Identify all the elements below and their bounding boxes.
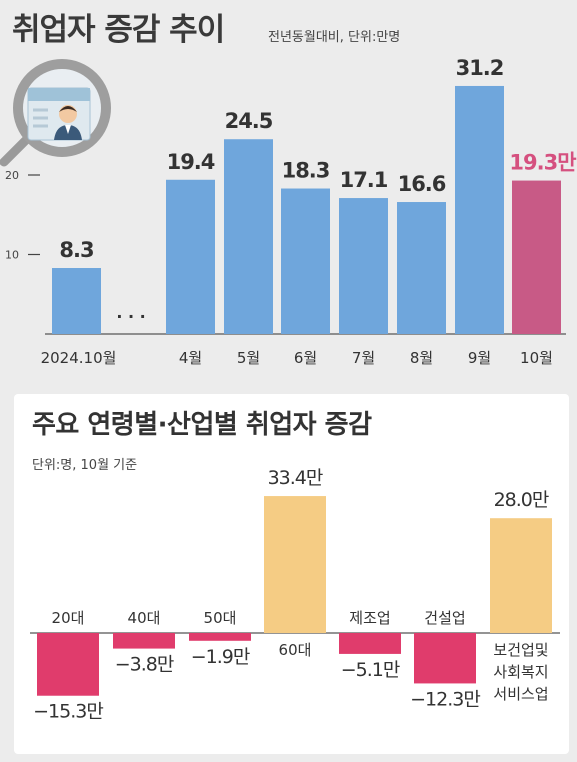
x-tick-label: 8월 [410,349,433,367]
magnifier-icon [0,59,111,167]
value-label: 16.6 [398,172,446,196]
bar [512,180,561,334]
category-label: 건설업 [424,609,465,627]
bar [37,633,99,696]
value-label: 19.3만 [509,151,576,175]
x-tick-label: 9월 [468,349,491,367]
x-tick-label: 10월 [520,349,553,367]
bar [397,202,446,334]
value-label: 33.4만 [268,467,323,489]
bar [339,198,388,334]
category-label: 40대 [128,609,161,627]
chart-title: 취업자 증감 추이 [12,12,225,48]
value-label: 17.1 [340,168,388,192]
value-label: −1.9만 [191,646,250,668]
unit-note: 전년동월대비, 단위:만명 [268,30,401,45]
category-label-line: 서비스업 [493,685,548,703]
y-tick-label: 10 [5,249,19,262]
value-label: 8.3 [59,238,93,262]
y-tick-label: 20 [5,169,19,182]
sub-chart-title: 주요 연령별·산업별 취업자 증감 [32,410,372,440]
category-label-line: 보건업및 [493,641,548,659]
category-label: 제조업 [349,609,390,627]
value-label: 19.4 [167,150,215,174]
value-label: −5.1만 [341,659,400,681]
bar [52,268,101,334]
bar [189,633,251,641]
category-label: 20대 [52,609,85,627]
trend-chart: 10 20 8.3 2024.10월 19.4 4월 24.5 5월 18.3 6월 17.1 7월 1… [5,56,577,367]
sub-unit-note: 단위:명, 10월 기준 [32,458,138,473]
value-label: −12.3만 [410,688,480,710]
bar [166,179,215,334]
value-label: 24.5 [225,109,273,133]
bar [339,633,401,654]
x-tick-label: 6월 [294,349,317,367]
value-label: 31.2 [456,56,504,80]
category-label: 60대 [279,641,312,659]
category-label-line: 사회복지 [493,663,548,681]
value-label: −15.3만 [33,701,103,723]
x-tick-label: 4월 [179,349,202,367]
gap-marker: · · · [116,307,145,326]
value-label: 28.0만 [494,489,549,511]
bar [455,85,504,335]
x-tick-label: 5월 [237,349,260,367]
x-tick-label: 2024.10월 [41,349,117,367]
bar [490,518,552,633]
bar [264,496,326,633]
bar [281,188,330,334]
value-label: −3.8만 [115,654,174,676]
bar [414,633,476,684]
category-label: 50대 [204,609,237,627]
bar [224,139,273,334]
bar [113,633,175,649]
value-label: 18.3 [282,159,330,183]
x-tick-label: 7월 [352,349,375,367]
